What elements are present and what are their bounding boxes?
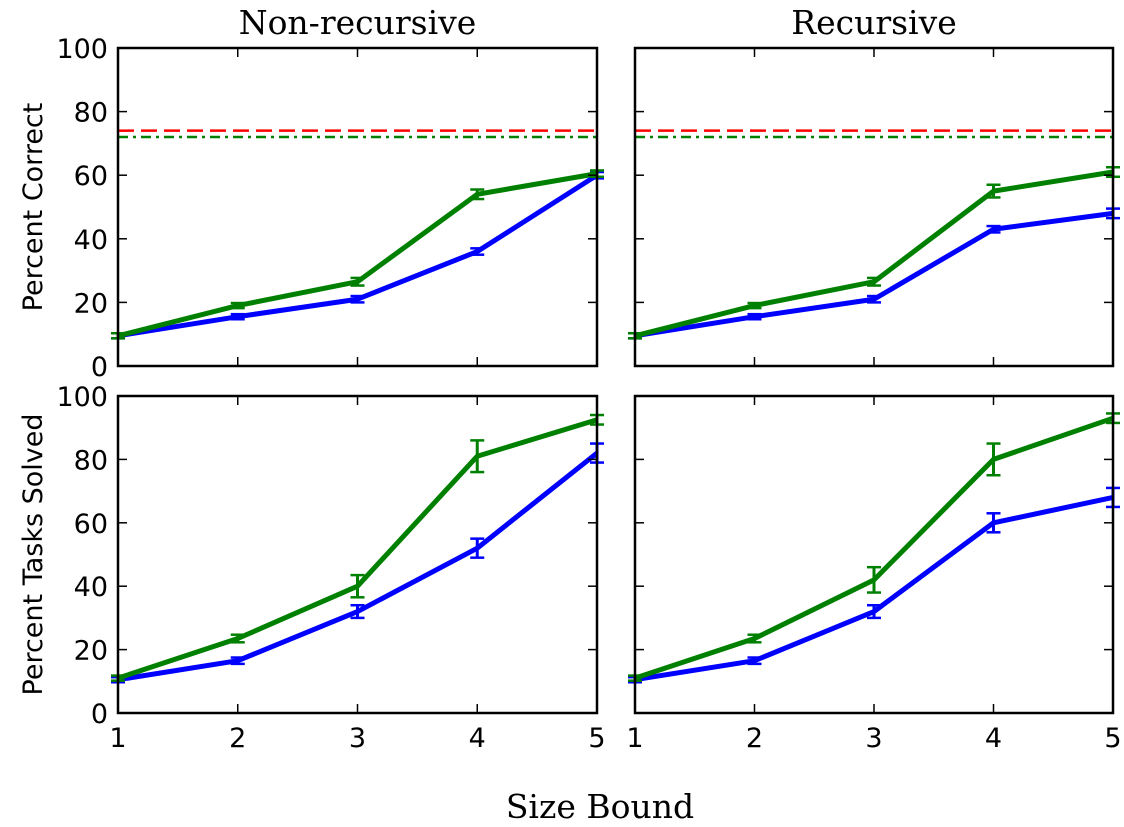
x-tick-label-1: 1 [109, 723, 126, 754]
series-2-line [117, 417, 598, 681]
y-axis-label: Percent Correct [18, 103, 49, 312]
y-tick-label-5: 80 [74, 445, 108, 476]
series-2-line [117, 171, 598, 339]
series-2-point-4 [986, 442, 1001, 477]
series-2-point-3 [867, 565, 881, 594]
series-2-point-2 [747, 633, 762, 644]
x-tick-label-2: 2 [746, 723, 763, 754]
y-tick-label-4: 60 [74, 161, 108, 192]
figure-x-axis-label: Size Bound [506, 787, 694, 826]
x-tick-label-5: 5 [588, 723, 605, 754]
series-2-line [634, 169, 1114, 339]
subplot-1: 0 20 40 60 80 100 Non-recursive Percent Correct [18, 3, 604, 383]
series-1-point-2 [230, 312, 245, 321]
series-2-point-4 [470, 188, 485, 201]
y-tick-label-4: 60 [74, 509, 108, 540]
series-1-point-4 [986, 224, 1001, 234]
x-tick-label-5: 5 [1104, 723, 1121, 754]
y-tick-label-3: 40 [74, 572, 108, 603]
series-1-point-2 [747, 656, 762, 666]
subplot-2: Recursive [628, 3, 1120, 368]
x-tick-label-1: 1 [626, 723, 643, 754]
series-1-point-4 [470, 247, 485, 256]
x-tick-label-4: 4 [985, 723, 1002, 754]
series-2-point-3 [350, 573, 365, 599]
series-2-point-2 [230, 633, 245, 644]
x-tick-label-2: 2 [229, 723, 246, 754]
series-1-line [117, 173, 599, 339]
y-tick-label-3: 40 [74, 225, 108, 256]
y-tick-label-1: 0 [91, 352, 108, 383]
series-2-point-3 [350, 276, 365, 287]
y-tick-label-1: 0 [91, 699, 108, 730]
x-tick-label-4: 4 [469, 723, 486, 754]
series-1-point-2 [230, 656, 245, 666]
series-1-point-3 [350, 603, 365, 620]
y-tick-label-6: 100 [56, 34, 108, 65]
series-2-point-2 [230, 301, 245, 310]
series-2-point-4 [470, 439, 485, 474]
subplot-title: Recursive [791, 3, 957, 42]
x-tick-label-3: 3 [349, 723, 366, 754]
series-1-point-3 [867, 603, 881, 620]
subplot-title: Non-recursive [239, 3, 477, 42]
series-1-point-4 [470, 537, 485, 559]
y-tick-label-2: 20 [74, 288, 108, 319]
x-tick-label-3: 3 [865, 723, 882, 754]
series-1-point-4 [986, 512, 1001, 534]
y-tick-label-2: 20 [74, 636, 108, 667]
series-2-line [634, 415, 1114, 681]
subplot-4: 1 2 3 4 5 [626, 394, 1122, 754]
series-2-point-3 [867, 276, 881, 287]
series-1-point-3 [350, 294, 365, 304]
series-1-point-3 [867, 294, 881, 304]
series-2-point-2 [747, 301, 762, 310]
series-1-point-2 [747, 312, 762, 321]
series-2-point-4 [986, 183, 1001, 199]
series-1-line [117, 451, 599, 683]
y-tick-label-5: 80 [74, 98, 108, 129]
y-axis-label: Percent Tasks Solved [18, 414, 49, 696]
y-tick-label-6: 100 [56, 382, 108, 413]
